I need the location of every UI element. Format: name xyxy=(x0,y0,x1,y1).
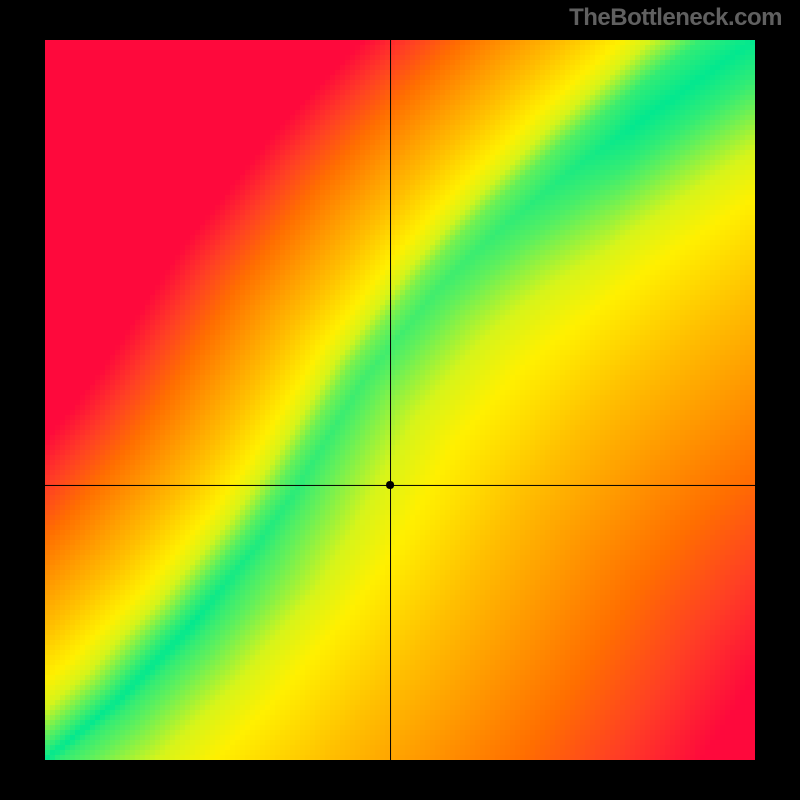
watermark-text: TheBottleneck.com xyxy=(569,4,782,32)
heatmap-canvas xyxy=(45,40,755,760)
chart-container: TheBottleneck.com xyxy=(0,0,800,800)
